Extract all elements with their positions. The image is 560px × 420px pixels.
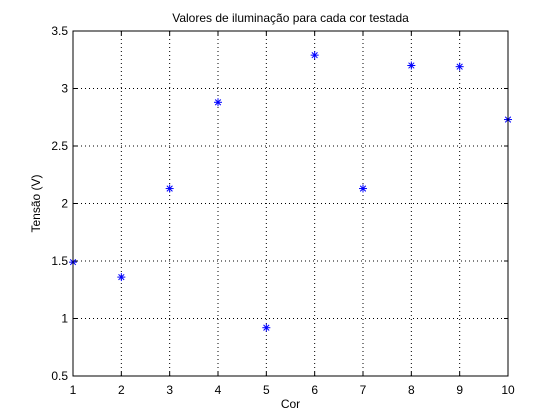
- x-tick-label: 7: [360, 383, 367, 397]
- x-tick-label: 1: [70, 383, 77, 397]
- marker-stroke: [311, 51, 318, 59]
- x-tick-label: 3: [166, 383, 173, 397]
- axis-ticks: [72, 30, 509, 377]
- x-tick-label: 2: [118, 383, 125, 397]
- x-axis-label: Cor: [281, 397, 300, 411]
- data-points: [69, 51, 512, 332]
- data-point-marker: [310, 51, 319, 60]
- data-point-marker: [359, 184, 367, 193]
- y-tick-label: 0.5: [51, 369, 68, 383]
- x-tick-label: 4: [215, 383, 222, 397]
- y-tick-label: 1.5: [51, 254, 68, 268]
- chart-title: Valores de iluminação para cada cor test…: [172, 11, 409, 25]
- data-point-marker: [165, 184, 174, 193]
- data-point-marker: [262, 323, 271, 332]
- y-tick-label: 2: [61, 197, 68, 211]
- data-point-marker: [455, 62, 464, 71]
- marker-stroke: [214, 99, 222, 106]
- data-point-marker: [407, 61, 416, 70]
- y-tick-label: 2.5: [51, 139, 68, 153]
- x-tick-label: 8: [408, 383, 415, 397]
- marker-stroke: [263, 324, 270, 331]
- marker-stroke: [359, 185, 367, 192]
- x-tick-labels: 1 2 3 4 5 6 7 8 9 10: [70, 383, 515, 397]
- data-point-marker: [214, 98, 222, 107]
- marker-stroke: [166, 185, 173, 192]
- data-point-marker: [117, 273, 126, 282]
- marker-stroke: [456, 63, 463, 70]
- marker-stroke: [118, 273, 125, 281]
- grid-lines: [73, 31, 508, 376]
- x-tick-label: 5: [263, 383, 270, 397]
- x-tick-label: 10: [501, 383, 515, 397]
- y-tick-label: 3.5: [51, 24, 68, 38]
- x-tick-label: 6: [311, 383, 318, 397]
- plot-frame: [72, 30, 509, 377]
- x-tick-label: 9: [456, 383, 463, 397]
- y-tick-label: 1: [61, 312, 68, 326]
- y-tick-label: 3: [61, 82, 68, 96]
- plot-area: [73, 31, 508, 376]
- y-axis-label: Tensão (V): [29, 174, 43, 232]
- y-tick-labels: 0.5 1 1.5 2 2.5 3 3.5: [51, 24, 68, 383]
- marker-stroke: [408, 62, 415, 69]
